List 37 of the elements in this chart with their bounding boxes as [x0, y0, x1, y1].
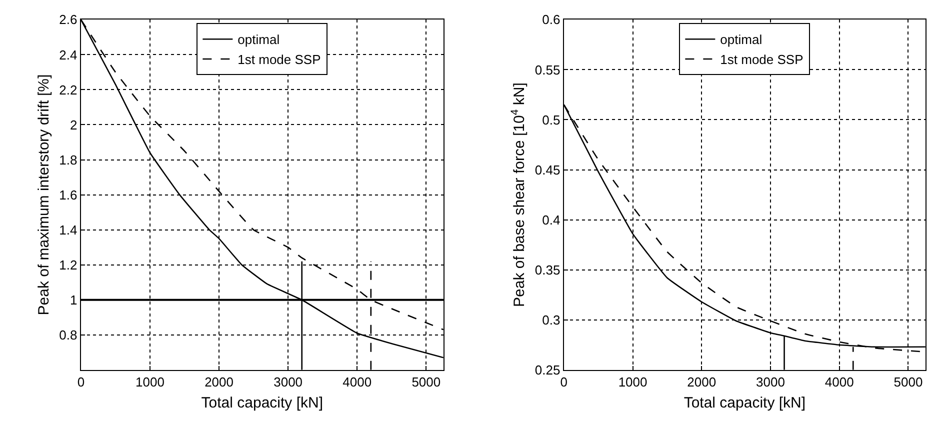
y-tick-label: 0.55 — [534, 62, 560, 78]
y-tick-label: 2 — [70, 117, 78, 132]
y-tick-label: 1.2 — [59, 257, 78, 272]
y-tick-label: 1.6 — [59, 187, 78, 202]
y-tick-label: 2.4 — [59, 47, 78, 62]
y-tick-label: 1.8 — [59, 152, 78, 168]
x-tick-label: 3000 — [756, 374, 785, 390]
x-tick-label: 1000 — [618, 374, 648, 390]
x-tick-label: 0 — [77, 374, 85, 390]
x-tick-label: 2000 — [204, 374, 234, 390]
y-tick-label: 0.6 — [542, 12, 560, 28]
x-tick-label: 2000 — [687, 374, 716, 390]
y-tick-label: 1.4 — [59, 222, 78, 238]
y-tick-label: 0.35 — [534, 262, 560, 278]
x-axis-title: Total capacity [kN] — [201, 394, 324, 412]
y-tick-label: 2.6 — [59, 12, 78, 28]
y-tick-label: 0.8 — [59, 327, 78, 342]
legend-label: 1st mode SSP — [238, 52, 321, 68]
x-tick-label: 5000 — [894, 374, 923, 390]
y-tick-label: 0.3 — [542, 312, 560, 328]
x-tick-label: 3000 — [274, 374, 303, 390]
x-tick-label: 4000 — [342, 374, 372, 390]
y-axis-title: Peak of maximum interstory drift [%] — [35, 74, 52, 316]
y-tick-label: 0.4 — [542, 212, 560, 228]
legend-label: optimal — [720, 32, 762, 48]
y-tick-label: 0.25 — [534, 362, 560, 378]
x-tick-label: 1000 — [136, 374, 164, 390]
legend-label: optimal — [238, 32, 280, 48]
x-axis-title: Total capacity [kN] — [684, 394, 806, 412]
y-tick-label: 0.45 — [534, 162, 560, 178]
x-tick-label: 4000 — [824, 374, 854, 390]
y-tick-label: 2.2 — [59, 82, 78, 98]
legend-label: 1st mode SSP — [720, 52, 804, 68]
y-tick-label: 1 — [70, 292, 78, 308]
x-tick-label: 5000 — [412, 374, 441, 390]
x-tick-label: 0 — [560, 374, 568, 390]
y-tick-label: 0.5 — [542, 112, 560, 128]
